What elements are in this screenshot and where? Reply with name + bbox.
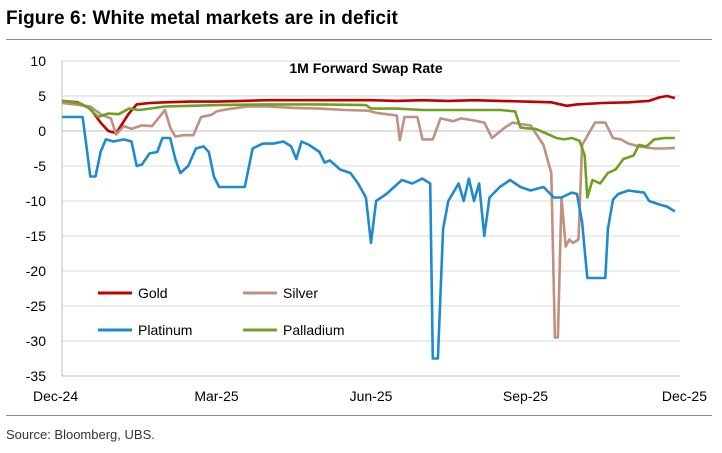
y-tick-label: 0 bbox=[38, 123, 46, 139]
x-tick-label: Dec-25 bbox=[662, 388, 707, 404]
grid bbox=[61, 60, 680, 377]
y-tick-label: -5 bbox=[34, 158, 47, 174]
y-tick-label: -25 bbox=[26, 298, 46, 314]
chart-title: 1M Forward Swap Rate bbox=[289, 60, 442, 76]
series-line-silver bbox=[61, 101, 675, 339]
y-axis-ticks: 10 5 0 -5 -10 -15 -20 -25 -30 -35 bbox=[26, 53, 46, 384]
source-rule bbox=[6, 415, 712, 416]
legend: Gold Silver Platinum Palladium bbox=[98, 285, 344, 338]
series-line-palladium bbox=[61, 99, 675, 199]
y-tick-label: -15 bbox=[26, 228, 46, 244]
y-tick-label: 5 bbox=[38, 88, 46, 104]
x-axis-ticks: Dec-24 Mar-25 Jun-25 Sep-25 Dec-25 bbox=[33, 388, 707, 404]
y-tick-label: -10 bbox=[26, 193, 46, 209]
legend-label-palladium: Palladium bbox=[283, 322, 344, 338]
y-tick-label: -20 bbox=[26, 263, 46, 279]
legend-label-gold: Gold bbox=[138, 285, 168, 301]
series-line-gold bbox=[61, 94, 676, 135]
x-tick-label: Jun-25 bbox=[350, 388, 393, 404]
figure-title: Figure 6: White metal markets are in def… bbox=[6, 8, 398, 29]
series-lines bbox=[61, 94, 676, 360]
chart: 10 5 0 -5 -10 -15 -20 -25 -30 -35 Dec-24 Mar-25 Jun… bbox=[26, 53, 707, 404]
x-tick-label: Mar-25 bbox=[194, 388, 239, 404]
legend-label-silver: Silver bbox=[283, 285, 318, 301]
x-tick-label: Sep-25 bbox=[503, 388, 548, 404]
y-tick-label: 10 bbox=[30, 53, 46, 69]
title-rule bbox=[6, 39, 712, 40]
legend-label-platinum: Platinum bbox=[138, 322, 192, 338]
y-tick-label: -30 bbox=[26, 333, 46, 349]
series-line-platinum bbox=[62, 115, 676, 360]
y-tick-label: -35 bbox=[26, 368, 46, 384]
x-tick-label: Dec-24 bbox=[33, 388, 78, 404]
source-note: Source: Bloomberg, UBS. bbox=[6, 427, 155, 442]
